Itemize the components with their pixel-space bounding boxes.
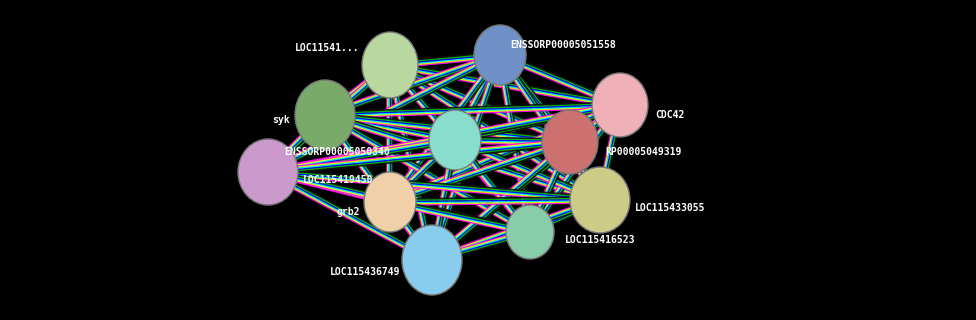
Ellipse shape	[592, 73, 648, 137]
Text: syk: syk	[272, 115, 290, 125]
Ellipse shape	[364, 172, 416, 232]
Text: RP00005049319: RP00005049319	[605, 147, 681, 157]
Text: LOC115436749: LOC115436749	[330, 267, 400, 277]
Ellipse shape	[429, 110, 481, 170]
Text: ENSSORP00005051558: ENSSORP00005051558	[510, 40, 616, 50]
Text: grb2: grb2	[337, 207, 360, 217]
Ellipse shape	[362, 32, 418, 98]
Text: LOC115419450: LOC115419450	[303, 175, 374, 185]
Ellipse shape	[570, 167, 630, 233]
Text: LOC11541...: LOC11541...	[296, 43, 360, 53]
Text: LOC115433055: LOC115433055	[635, 203, 706, 213]
Ellipse shape	[506, 205, 554, 259]
Ellipse shape	[402, 225, 462, 295]
Ellipse shape	[295, 80, 355, 150]
Text: CDC42: CDC42	[655, 110, 684, 120]
Text: ENSSORP00005050340: ENSSORP00005050340	[284, 147, 390, 157]
Text: LOC115416523: LOC115416523	[565, 235, 635, 245]
Ellipse shape	[474, 25, 526, 85]
Ellipse shape	[238, 139, 298, 205]
Ellipse shape	[542, 110, 598, 174]
